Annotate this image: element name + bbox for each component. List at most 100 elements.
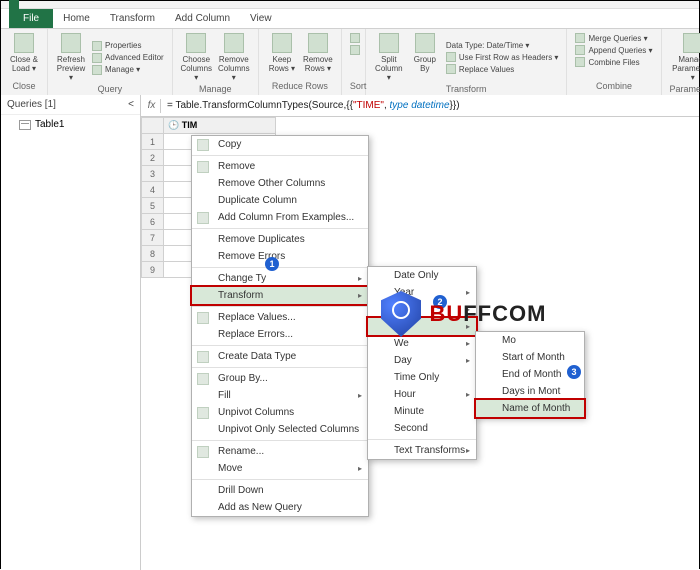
tab-addcolumn[interactable]: Add Column [165, 9, 240, 28]
row-number: 5 [142, 198, 164, 214]
combine-icon [575, 57, 585, 67]
menu-remove-other[interactable]: Remove Other Columns [192, 175, 368, 192]
menu-move[interactable]: Move [192, 460, 368, 477]
queries-pane: Queries [1]< Table1 [1, 95, 141, 570]
choose-columns-button[interactable]: Choose Columns ▾ [181, 33, 212, 82]
menu-hour[interactable]: Hour [368, 386, 476, 403]
separator [192, 440, 368, 441]
replace-icon [197, 312, 209, 324]
annotation-badge-3: 3 [567, 365, 581, 379]
ribbon-group-label: Reduce Rows [267, 81, 333, 91]
headers-icon [446, 52, 456, 62]
table-icon [19, 120, 31, 130]
datatype-icon [197, 351, 209, 363]
collapse-icon[interactable]: < [128, 99, 134, 110]
rename-icon [197, 446, 209, 458]
context-menu-column: Copy Remove Remove Other Columns Duplica… [191, 135, 369, 517]
tab-transform[interactable]: Transform [100, 9, 165, 28]
append-queries-button[interactable]: Append Queries ▾ [575, 45, 652, 55]
menu-duplicate[interactable]: Duplicate Column [192, 192, 368, 209]
refresh-preview-button[interactable]: Refresh Preview ▾ [56, 33, 86, 82]
submenu-transform: Date Only Year Qu M We Day Time Only Hou… [367, 266, 477, 460]
row-number: 9 [142, 262, 164, 278]
copy-icon [197, 139, 209, 151]
menu-remove-duplicates[interactable]: Remove Duplicates [192, 231, 368, 248]
tab-view[interactable]: View [240, 9, 282, 28]
menu-fill[interactable]: Fill [192, 387, 368, 404]
ribbon-group-label: Parameters [670, 84, 700, 94]
menu-month[interactable]: M [366, 316, 478, 337]
choose-cols-icon [186, 33, 206, 53]
row-number: 1 [142, 134, 164, 150]
menu-start-month[interactable]: Start of Month [476, 349, 584, 366]
merge-icon [575, 33, 585, 43]
sort-desc-button[interactable] [350, 45, 360, 55]
ribbon-group-managecols: Choose Columns ▾ Remove Columns ▾ Manage… [173, 29, 259, 95]
menu-day[interactable]: Day [368, 352, 476, 369]
menu-name-month[interactable]: Name of Month [474, 398, 586, 419]
menu-transform[interactable]: Transform [190, 285, 370, 306]
sort-asc-button[interactable] [350, 33, 360, 43]
row-number: 6 [142, 214, 164, 230]
tab-home[interactable]: Home [53, 9, 100, 28]
manage-icon [92, 65, 102, 75]
menu-text-transforms[interactable]: Text Transforms [368, 442, 476, 459]
combine-files-button[interactable]: Combine Files [575, 57, 652, 67]
formula-bar[interactable]: fx = Table.TransformColumnTypes(Source,{… [141, 95, 699, 117]
split-icon [379, 33, 399, 53]
menu-remove-errors[interactable]: Remove Errors [192, 248, 368, 265]
separator [192, 306, 368, 307]
menu-remove[interactable]: Remove [192, 158, 368, 175]
ribbon-group-label: Sort [350, 81, 357, 91]
query-item-table1[interactable]: Table1 [1, 115, 140, 134]
menu-year[interactable]: Year [368, 284, 476, 301]
group-by-button[interactable]: Group By [410, 33, 440, 82]
separator [192, 367, 368, 368]
split-column-button[interactable]: Split Column ▾ [374, 33, 404, 82]
remove-columns-button[interactable]: Remove Columns ▾ [218, 33, 250, 82]
menu-time-only[interactable]: Time Only [368, 369, 476, 386]
menu-add-examples[interactable]: Add Column From Examples... [192, 209, 368, 226]
menu-minute[interactable]: Minute [368, 403, 476, 420]
properties-button[interactable]: Properties [92, 41, 164, 51]
ribbon-group-label: Combine [575, 81, 652, 91]
ribbon-group-query: Refresh Preview ▾ Properties Advanced Ed… [48, 29, 173, 95]
remove-cols-icon [224, 33, 244, 53]
merge-queries-button[interactable]: Merge Queries ▾ [575, 33, 652, 43]
menu-create-datatype[interactable]: Create Data Type [192, 348, 368, 365]
replace-icon [446, 64, 456, 74]
column-header-time[interactable]: 🕒 TIM [164, 118, 276, 134]
fx-icon: fx [147, 99, 161, 113]
menu-month-val[interactable]: Mo [476, 332, 584, 349]
menu-date-only[interactable]: Date Only [368, 267, 476, 284]
keep-rows-button[interactable]: Keep Rows ▾ [267, 33, 297, 73]
manage-button[interactable]: Manage ▾ [92, 65, 164, 75]
first-row-headers-button[interactable]: Use First Row as Headers ▾ [446, 52, 559, 62]
datatype-button[interactable]: Data Type: Date/Time ▾ [446, 41, 559, 50]
ribbon-tabs: File Home Transform Add Column View [1, 9, 699, 29]
menu-second[interactable]: Second [368, 420, 476, 437]
row-number: 2 [142, 150, 164, 166]
advanced-editor-button[interactable]: Advanced Editor [92, 53, 164, 63]
row-number: 3 [142, 166, 164, 182]
ribbon-group-combine: Merge Queries ▾ Append Queries ▾ Combine… [567, 29, 661, 95]
manage-params-button[interactable]: Manage Parameters ▾ [670, 33, 700, 82]
menu-unpivot-selected[interactable]: Unpivot Only Selected Columns [192, 421, 368, 438]
menu-groupby[interactable]: Group By... [192, 370, 368, 387]
menu-week[interactable]: We [368, 335, 476, 352]
menu-copy[interactable]: Copy [192, 136, 368, 153]
close-load-button[interactable]: Close & Load ▾ [9, 33, 39, 73]
ribbon-group-label: Transform [374, 84, 559, 94]
menu-replace-errors[interactable]: Replace Errors... [192, 326, 368, 343]
close-load-icon [14, 33, 34, 53]
menu-drill-down[interactable]: Drill Down [192, 482, 368, 499]
remove-rows-button[interactable]: Remove Rows ▾ [303, 33, 333, 73]
ribbon-group-transform: Split Column ▾ Group By Data Type: Date/… [366, 29, 568, 95]
menu-replace-values[interactable]: Replace Values... [192, 309, 368, 326]
menu-unpivot[interactable]: Unpivot Columns [192, 404, 368, 421]
menu-rename[interactable]: Rename... [192, 443, 368, 460]
replace-values-button[interactable]: Replace Values [446, 64, 559, 74]
tab-file[interactable]: File [9, 9, 53, 28]
sort-asc-icon [350, 33, 360, 43]
menu-add-new-query[interactable]: Add as New Query [192, 499, 368, 516]
